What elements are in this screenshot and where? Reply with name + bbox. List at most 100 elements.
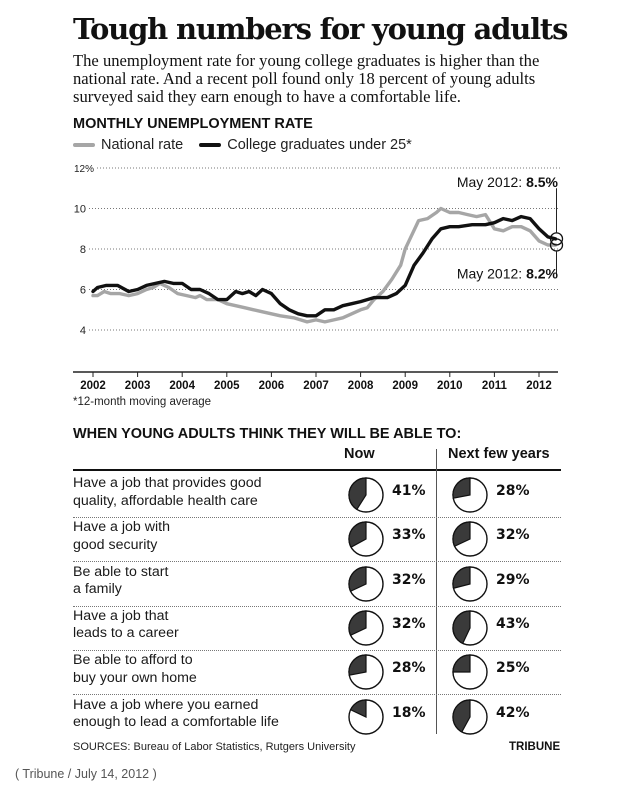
row-label-line1: Have a job that provides good (73, 475, 262, 491)
pct-next: 43% (496, 615, 530, 632)
row-label: Have a job with good security (73, 519, 343, 554)
row-label: Be able to start a family (73, 564, 343, 599)
pct-now: 32% (392, 571, 426, 588)
unemployment-line-chart: 12% 10 8 6 4 2002 2003 2004 2005 2006 2007 2008 2009… (73, 164, 564, 392)
table-row: Have a job where you earned enough to lea… (73, 694, 561, 737)
row-separator (73, 561, 561, 563)
x-tick-label: 2011 (482, 380, 508, 392)
pie-slice (452, 477, 471, 499)
series-line-national (91, 206, 558, 324)
pie-slice (348, 610, 367, 636)
annotation-label: May 2012: 8.5% (457, 174, 559, 190)
x-tick-label: 2008 (348, 380, 374, 392)
row-separator (73, 517, 561, 518)
pct-next: 29% (496, 571, 530, 588)
row-label: Have a job where you earned enough to lea… (73, 697, 343, 732)
pct-now: 28% (392, 660, 426, 677)
pie-next (452, 521, 488, 557)
pct-now: 33% (392, 527, 426, 544)
x-tick-label: 2005 (214, 380, 240, 392)
pie-now (348, 654, 384, 690)
column-header-next-few-years: Next few years (448, 446, 550, 462)
y-tick-label: 12% (74, 164, 94, 175)
row-label: Be able to afford to buy your own home (73, 652, 343, 687)
pie-now (348, 698, 384, 735)
pie-next (452, 565, 488, 602)
row-separator (73, 605, 561, 607)
column-divider (436, 449, 437, 734)
pie-slice (452, 610, 471, 645)
pct-next: 25% (496, 660, 530, 677)
annotation-value: 8.2% (526, 265, 558, 281)
row-label-line2: quality, affordable health care (73, 492, 258, 509)
pct-now: 18% (392, 704, 426, 721)
legend-swatch-graduates (199, 143, 222, 147)
row-label-line2: a family (73, 581, 122, 598)
legend-label-graduates: College graduates under 25* (227, 137, 412, 153)
row-label-line2: good security (73, 536, 158, 553)
pie-slice (452, 565, 471, 589)
annotation-value: 8.5% (526, 174, 558, 190)
row-label-line1: Be able to start (73, 563, 169, 580)
pct-next: 42% (496, 704, 530, 721)
chart-section-title: MONTHLY UNEMPLOYMENT RATE (73, 116, 313, 132)
x-tick-label: 2009 (392, 380, 418, 392)
series-line-graduates (91, 214, 558, 318)
pct-next: 32% (496, 527, 530, 544)
column-header-now: Now (344, 446, 375, 462)
pie-next (452, 654, 488, 690)
y-tick-label: 6 (80, 285, 86, 297)
pie-now (348, 477, 384, 513)
table-row: Have a job with good security 33% 32% (73, 516, 561, 563)
table-row: Be able to afford to buy your own home 28%… (73, 649, 561, 696)
row-label-line2: leads to a career (73, 625, 179, 642)
row-label-line2: buy your own home (73, 669, 197, 686)
row-label-line1: Be able to afford to (73, 652, 193, 669)
pie-now (348, 610, 384, 646)
pie-next (452, 477, 488, 513)
sources: SOURCES: Bureau of Labor Statistics, Rut… (73, 741, 356, 753)
annotation-label: May 2012: 8.2% (457, 265, 559, 281)
pie-slice (348, 565, 367, 592)
legend-item-national: National rate (73, 137, 183, 153)
x-tick-label: 2012 (526, 380, 552, 392)
pie-slice (452, 521, 471, 548)
pie-now (348, 521, 384, 557)
x-tick-label: 2003 (125, 380, 151, 392)
annotation-prefix: May 2012: (457, 265, 526, 281)
pie-slice (349, 698, 367, 718)
x-tick-label: 2004 (169, 380, 195, 392)
pie-next (452, 610, 488, 646)
x-tick-label: 2006 (259, 380, 285, 392)
y-tick-label: 4 (80, 325, 86, 337)
legend-swatch-national (73, 143, 95, 147)
x-tick-label: 2007 (303, 380, 329, 392)
row-label-line1: Have a job where you earned (73, 696, 259, 713)
headline: Tough numbers for young adults (73, 12, 568, 46)
table-header-rule (73, 469, 561, 471)
pie-slice (452, 654, 471, 673)
pct-now: 32% (392, 615, 426, 632)
table-row: Have a job that provides good quality, af… (73, 472, 561, 518)
row-label-line1: Have a job that (73, 607, 169, 624)
row-separator (73, 694, 561, 696)
chart-footnote: *12-month moving average (73, 396, 212, 408)
y-tick-label: 10 (74, 204, 86, 216)
row-separator (73, 649, 561, 651)
pie-now (348, 565, 384, 602)
pct-next: 28% (496, 483, 530, 499)
table-title: WHEN YOUNG ADULTS THINK THEY WILL BE ABL… (73, 426, 462, 442)
legend-item-graduates: College graduates under 25* (199, 137, 412, 153)
x-tick-label: 2002 (80, 380, 106, 392)
x-tick-label: 2010 (437, 380, 463, 392)
caption: ( Tribune / July 14, 2012 ) (15, 767, 157, 781)
pie-slice (348, 654, 367, 677)
dek: The unemployment rate for young college … (73, 51, 540, 106)
brand-logo: TRIBUNE (509, 741, 561, 753)
row-label-line2: enough to lead a comfortable life (73, 714, 279, 730)
row-label: Have a job that leads to a career (73, 608, 343, 643)
annotation-prefix: May 2012: (457, 174, 526, 190)
pct-now: 41% (392, 483, 426, 499)
row-label: Have a job that provides good quality, af… (73, 475, 343, 510)
pie-slice (348, 477, 367, 511)
